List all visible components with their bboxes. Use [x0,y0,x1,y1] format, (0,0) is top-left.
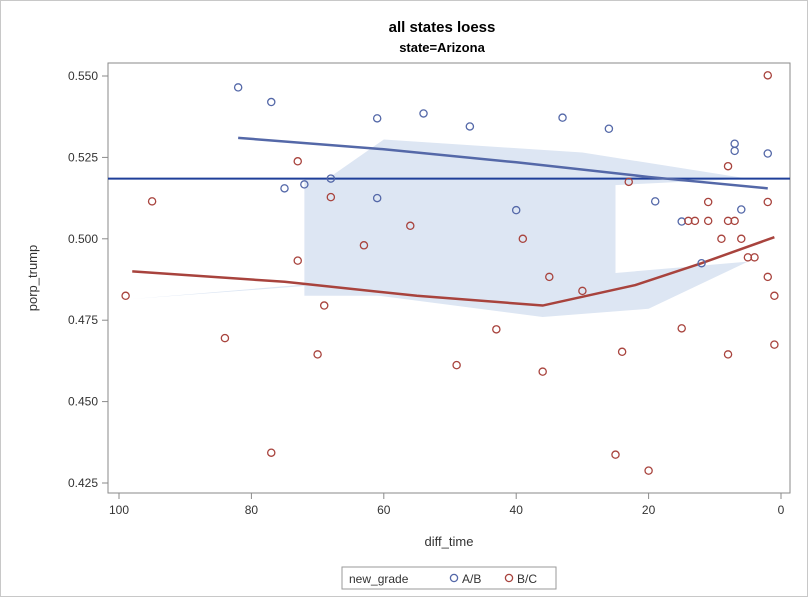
point-bc [545,272,554,282]
point-ab [697,258,706,268]
point-ab [511,205,521,215]
point-bc [326,192,336,202]
point-ab [233,83,243,92]
y-tick-label: 0.425 [68,476,98,490]
point-ab [737,205,746,214]
point-ab [763,149,773,158]
point-ab [730,146,739,156]
loess-curves [132,136,775,307]
y-tick-label: 0.550 [68,69,98,83]
point-bc [617,347,627,357]
point-bc [750,253,759,262]
chart-title: all states loess [389,19,496,36]
point-ab [372,193,382,203]
legend-title: new_grade [349,572,409,586]
point-bc [518,234,528,244]
data-points [121,71,779,475]
point-ab [300,180,309,189]
point-ab [650,197,660,206]
legend-marker-bc [504,573,514,583]
point-ab [280,184,289,193]
x-tick-label: 60 [377,503,391,517]
confidence-bands [132,139,748,317]
point-bc [677,324,686,333]
y-tick-label: 0.475 [68,313,98,327]
point-bc [703,216,713,226]
legend-box [341,566,557,590]
x-tick-label: 40 [510,503,524,517]
point-bc [406,221,415,231]
point-bc [293,157,302,166]
y-tick-label: 0.450 [68,395,98,409]
point-ab [372,114,382,123]
point-bc [770,340,779,349]
band-lower [132,261,748,317]
point-ab [419,109,428,118]
plot-area [107,62,791,494]
point-ab [326,174,336,183]
legend: new_grade A/B B/C [341,566,557,590]
y-tick-label: 0.525 [68,150,98,164]
point-bc [763,197,773,207]
point-bc [313,350,322,359]
point-bc [359,241,369,250]
point-bc [147,197,157,206]
point-bc [452,360,461,370]
x-tick-label: 0 [778,503,785,517]
point-ab [465,122,475,131]
legend-marker-ab [449,573,459,583]
point-bc [703,197,713,207]
point-bc [492,325,501,334]
point-bc [763,272,773,282]
point-ab [558,113,567,122]
point-ab [267,97,276,107]
point-bc [624,177,633,187]
y-tick-label: 0.500 [68,232,98,246]
point-bc [644,466,653,475]
chart-subtitle: state=Arizona [399,40,485,55]
point-bc [293,256,302,265]
point-bc [267,448,276,457]
y-axis-label: porp_trump [25,245,40,311]
loess-line-bc [132,235,775,307]
point-bc [737,234,746,244]
point-ab [730,139,739,148]
point-bc [723,350,733,359]
point-bc [538,367,547,376]
point-bc [770,291,779,301]
point-bc [578,286,587,296]
x-axis-label: diff_time [425,534,474,549]
point-bc [319,301,329,310]
legend-label-bc: B/C [517,572,537,586]
point-bc [717,234,726,244]
point-bc [121,291,130,301]
point-bc [763,71,773,80]
point-bc [730,216,739,226]
point-ab [604,124,614,133]
point-bc [611,450,620,459]
x-tick-label: 20 [642,503,656,517]
point-bc [220,333,230,343]
point-bc [723,161,733,171]
x-tick-label: 80 [245,503,259,517]
legend-label-ab: A/B [462,572,481,586]
point-bc [690,216,700,226]
loess-line-ab [238,136,768,190]
x-tick-label: 100 [109,503,129,517]
axis-ticks: 100 80 60 40 20 0 0.425 0.450 0.475 0.500 0.525 0.5… [68,69,785,517]
band-core [304,178,616,296]
